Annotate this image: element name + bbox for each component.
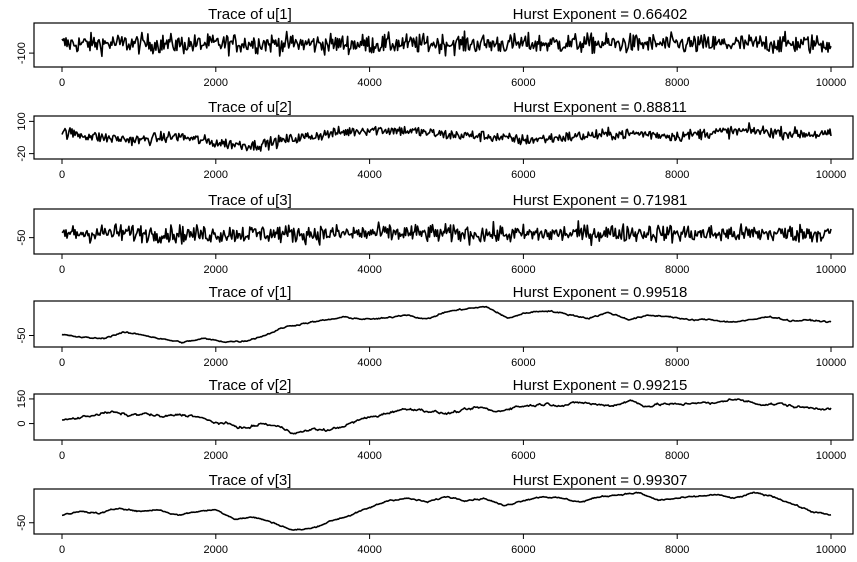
x-tick-label: 0 [59, 169, 65, 181]
x-tick-label: 6000 [511, 450, 535, 462]
x-tick-label: 2000 [204, 264, 228, 276]
x-tick-label: 6000 [511, 169, 535, 181]
x-tick-label: 2000 [204, 169, 228, 181]
x-tick-label: 8000 [665, 264, 689, 276]
trace-line [61, 398, 832, 435]
panel-title: Trace of v[3] [209, 472, 292, 489]
trace-line [61, 30, 832, 58]
panel-6: Trace of v[3] Hurst Exponent = 0.99307 0 20… [16, 472, 854, 556]
y-tick-label: -100 [16, 42, 28, 64]
x-tick-label: 6000 [511, 77, 535, 89]
panel-title: Trace of v[1] [209, 284, 292, 301]
plot-frame [33, 393, 854, 441]
trace-line [61, 491, 832, 531]
x-tick-label: 0 [59, 544, 65, 556]
x-tick-label: 8000 [665, 544, 689, 556]
panel-title: Trace of u[2] [208, 99, 292, 116]
plot-frame [33, 300, 854, 348]
hurst-annotation: Hurst Exponent = 0.99518 [513, 284, 688, 301]
y-tick-label: 150 [16, 390, 28, 408]
plot-frame [33, 488, 854, 535]
x-tick-label: 4000 [357, 264, 381, 276]
x-tick-label: 10000 [816, 544, 847, 556]
y-tick-label: -50 [16, 515, 28, 531]
trace-line [61, 220, 832, 247]
panel-1: Trace of u[1] Hurst Exponent = 0.66402 0 20… [16, 6, 854, 89]
panel-title: Trace of v[2] [209, 377, 292, 394]
hurst-annotation: Hurst Exponent = 0.99307 [513, 472, 688, 489]
hurst-annotation: Hurst Exponent = 0.66402 [513, 6, 688, 23]
x-tick-label: 6000 [511, 357, 535, 369]
x-tick-label: 4000 [357, 77, 381, 89]
x-tick-label: 8000 [665, 450, 689, 462]
panel-2: Trace of u[2] Hurst Exponent = 0.88811 0 20… [16, 99, 854, 181]
x-tick-label: 8000 [665, 77, 689, 89]
y-tick-label: -50 [16, 230, 28, 246]
y-tick-label: 0 [16, 421, 28, 427]
x-tick-label: 10000 [816, 264, 847, 276]
panel-4: Trace of v[1] Hurst Exponent = 0.99518 0 20… [16, 284, 854, 369]
y-tick-label: -50 [16, 328, 28, 344]
x-tick-label: 0 [59, 77, 65, 89]
hurst-annotation: Hurst Exponent = 0.99215 [513, 377, 688, 394]
y-tick-label: 100 [16, 112, 28, 130]
y-tick-label: -20 [16, 146, 28, 162]
plot-frame [33, 115, 854, 160]
x-tick-label: 0 [59, 264, 65, 276]
x-tick-label: 4000 [357, 169, 381, 181]
panel-3: Trace of u[3] Hurst Exponent = 0.71981 0 20… [16, 192, 854, 276]
plot-frame [33, 22, 854, 68]
trace-line [61, 305, 832, 344]
x-tick-label: 0 [59, 450, 65, 462]
x-tick-label: 4000 [357, 450, 381, 462]
hurst-annotation: Hurst Exponent = 0.88811 [513, 99, 687, 116]
plot-frame [33, 208, 854, 255]
x-tick-label: 0 [59, 357, 65, 369]
x-tick-label: 8000 [665, 169, 689, 181]
x-tick-label: 8000 [665, 357, 689, 369]
x-tick-label: 2000 [204, 357, 228, 369]
panel-title: Trace of u[1] [208, 6, 292, 23]
x-tick-label: 2000 [204, 450, 228, 462]
x-tick-label: 4000 [357, 544, 381, 556]
x-tick-label: 10000 [816, 357, 847, 369]
x-tick-label: 10000 [816, 450, 847, 462]
hurst-annotation: Hurst Exponent = 0.71981 [513, 192, 688, 209]
x-tick-label: 10000 [816, 169, 847, 181]
x-tick-label: 2000 [204, 544, 228, 556]
panel-5: Trace of v[2] Hurst Exponent = 0.99215 0 20… [16, 377, 854, 462]
x-tick-label: 10000 [816, 77, 847, 89]
trace-line [61, 122, 832, 152]
x-tick-label: 6000 [511, 544, 535, 556]
x-tick-label: 4000 [357, 357, 381, 369]
x-tick-label: 2000 [204, 77, 228, 89]
x-tick-label: 6000 [511, 264, 535, 276]
panel-title: Trace of u[3] [208, 192, 292, 209]
